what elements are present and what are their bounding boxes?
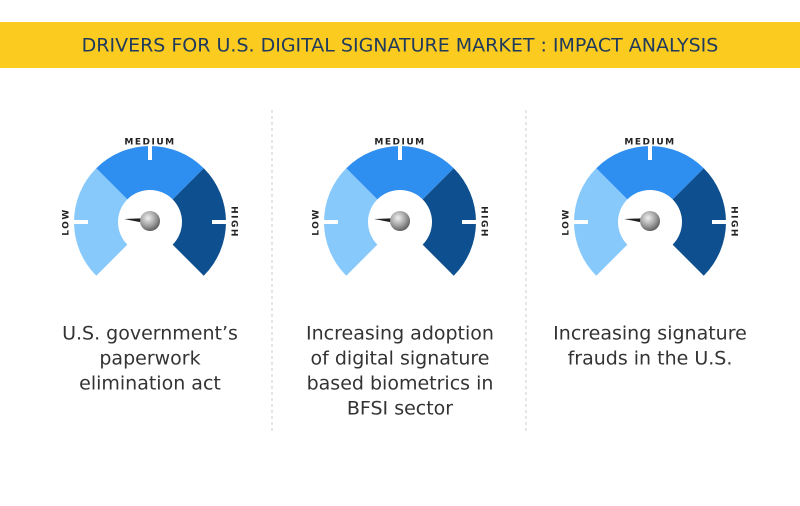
gauge-label: LOW	[62, 208, 72, 236]
gauge: MEDIUM LOW HIGH	[562, 138, 739, 276]
header-banner	[0, 22, 800, 68]
gauge-label: MEDIUM	[624, 138, 675, 148]
caption-line: BFSI sector	[347, 398, 453, 420]
gauge: MEDIUM LOW HIGH	[312, 138, 489, 276]
gauge-label: HIGH	[479, 206, 489, 238]
gauge-label: HIGH	[229, 206, 239, 238]
gauge-knob	[390, 211, 410, 231]
gauge-knob	[140, 211, 160, 231]
gauge-label: LOW	[562, 208, 572, 236]
gauge-segment	[172, 168, 226, 276]
gauge-segment	[346, 146, 454, 200]
gauge-segment	[596, 146, 704, 200]
caption-line: of digital signature	[311, 348, 490, 370]
caption-line: Increasing signature	[553, 323, 747, 345]
gauge-segment	[422, 168, 476, 276]
caption-line: frauds in the U.S.	[568, 348, 733, 370]
gauge-segment	[672, 168, 726, 276]
caption-line: U.S. government’s	[62, 323, 238, 345]
caption-line: Increasing adoption	[306, 323, 494, 345]
gauge: MEDIUM LOW HIGH	[62, 138, 239, 276]
gauge-segment	[574, 168, 628, 276]
gauge-label: HIGH	[729, 206, 739, 238]
gauge-label: MEDIUM	[124, 138, 175, 148]
header-title: DRIVERS FOR U.S. DIGITAL SIGNATURE MARKE…	[82, 35, 719, 57]
gauge-knob	[640, 211, 660, 231]
gauge-segment	[74, 168, 128, 276]
caption-line: paperwork	[99, 348, 200, 370]
caption-line: elimination act	[79, 373, 221, 395]
gauge-segment	[96, 146, 204, 200]
gauge-label: LOW	[312, 208, 322, 236]
caption-line: based biometrics in	[307, 373, 494, 395]
gauge-label: MEDIUM	[374, 138, 425, 148]
gauge-segment	[324, 168, 378, 276]
